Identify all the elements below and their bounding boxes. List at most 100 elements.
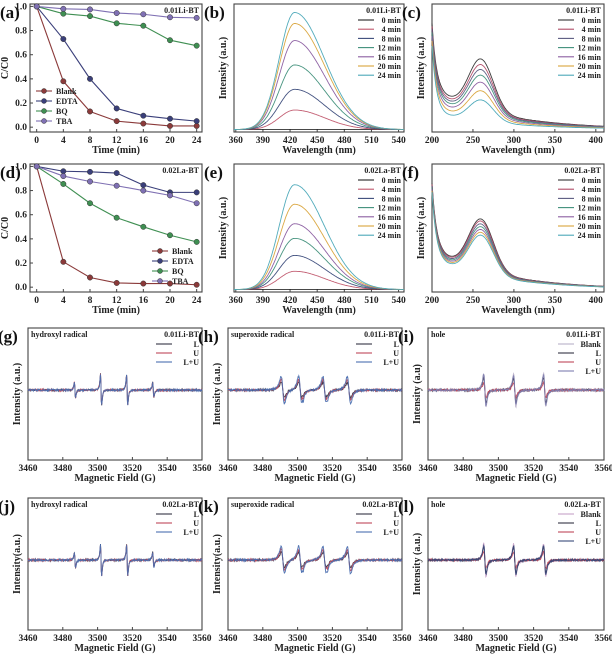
x-tick-label: 3540 <box>358 464 377 474</box>
data-point <box>193 118 200 125</box>
x-tick-label: 3500 <box>88 634 107 644</box>
legend-label: U <box>393 519 399 528</box>
series-line-24-min <box>234 184 404 290</box>
data-point <box>87 168 93 175</box>
data-point <box>113 170 120 177</box>
sample-label: 0.02La-BT <box>162 166 199 175</box>
data-point <box>140 11 147 18</box>
x-tick-label: 540 <box>391 296 406 306</box>
legend-label: L <box>596 349 601 358</box>
y-tick-label: 0.6 <box>15 211 27 221</box>
data-point <box>193 200 200 207</box>
panel-label: (i) <box>398 327 414 346</box>
legend-label: 20 min <box>378 62 402 71</box>
x-tick-label: 3460 <box>219 464 238 474</box>
species-label: hydroxyl radical <box>31 330 88 339</box>
data-point <box>140 120 147 127</box>
data-point <box>87 200 93 207</box>
legend-swatch-marker <box>41 118 47 124</box>
x-tick-label: 3500 <box>88 464 107 474</box>
x-tick-label: 480 <box>337 136 352 146</box>
x-tick-label: 3560 <box>193 464 212 474</box>
y-tick-label: 0.8 <box>15 187 27 197</box>
x-tick-label: 420 <box>283 296 298 306</box>
x-tick-label: 3520 <box>123 464 142 474</box>
legend-swatch-marker <box>157 258 163 264</box>
x-tick-label: 250 <box>466 296 481 306</box>
plot-frame <box>427 327 605 461</box>
panel-k: (k) 3460 3480 3500 3520 3540 3560 Magnetic Fiel… <box>198 497 412 654</box>
x-tick-label: 3460 <box>19 464 38 474</box>
y-tick-label: 0.0 <box>15 123 27 133</box>
data-point <box>167 37 173 44</box>
x-tick-label: 390 <box>256 296 271 306</box>
data-point <box>113 20 120 27</box>
legend-label: 8 min <box>382 34 402 43</box>
data-point <box>140 182 147 189</box>
data-point <box>33 3 40 10</box>
data-point <box>87 13 93 20</box>
data-point <box>87 274 93 281</box>
legend-swatch-marker <box>157 248 163 254</box>
series-line-20-min <box>234 203 405 290</box>
plot-frame <box>431 163 605 293</box>
legend-label: 24 min <box>578 71 602 80</box>
y-tick-label: 0.8 <box>15 27 27 37</box>
x-tick-label: 3480 <box>253 634 272 644</box>
sample-label: 0.01Li-BT <box>566 330 602 339</box>
x-tick-label: 3480 <box>53 634 72 644</box>
x-tick-label: 0 <box>34 136 39 146</box>
data-point <box>33 163 40 170</box>
x-tick-label: 3520 <box>123 634 142 644</box>
x-tick-label: 3460 <box>219 634 238 644</box>
series-line-24-min <box>431 192 604 288</box>
legend-label: 24 min <box>578 231 602 240</box>
sample-label: 0.02La-BT <box>362 500 399 509</box>
x-tick-label: 3560 <box>193 634 212 644</box>
x-axis-title: Wavelength (nm) <box>282 145 356 156</box>
series-line-20-min <box>431 40 604 129</box>
legend-label: L+U <box>183 358 199 367</box>
x-axis-title: Magnetic Field (G) <box>475 473 556 484</box>
x-tick-label: 3480 <box>53 464 72 474</box>
series-line-l-u <box>27 544 203 577</box>
x-tick-label: 8 <box>88 136 93 146</box>
x-tick-label: 4 <box>61 296 66 306</box>
panel-e: (e) 360 390 420 450 480 510 540 Wavelength (nm) I… <box>204 163 406 316</box>
y-axis-title: Intensity (a.u.) <box>416 197 427 260</box>
legend-label: 4 min <box>582 185 602 194</box>
series-line-4-min <box>234 109 404 131</box>
x-tick-label: 360 <box>229 296 244 306</box>
x-tick-label: 360 <box>229 136 244 146</box>
series-line-8-min <box>234 88 404 130</box>
species-label: superoxide radical <box>231 330 295 339</box>
y-axis-title: Intensity(a.u.) <box>212 534 223 594</box>
legend-label: 8 min <box>382 194 402 203</box>
sample-label: 0.01Li-BT <box>164 330 200 339</box>
y-axis-title: C/C0 <box>0 217 11 239</box>
y-tick-label: 0.2 <box>15 99 27 109</box>
panel-g: (g) 3460 3480 3500 3520 3540 3560 Magnetic Fiel… <box>0 327 212 484</box>
data-point <box>167 192 173 199</box>
x-tick-label: 3540 <box>158 634 177 644</box>
x-tick-label: 3460 <box>19 634 38 644</box>
x-tick-label: 16 <box>139 136 149 146</box>
legend-label: 12 min <box>578 44 602 53</box>
legend-label: EDTA <box>172 257 194 266</box>
x-tick-label: 3500 <box>288 634 307 644</box>
x-tick-label: 8 <box>88 296 93 306</box>
x-tick-label: 3560 <box>393 634 412 644</box>
x-axis-title: Magnetic Field (G) <box>74 473 155 484</box>
x-tick-label: 510 <box>364 296 379 306</box>
x-tick-label: 3500 <box>288 464 307 474</box>
panel-label: (h) <box>198 327 219 346</box>
legend-label: BQ <box>172 267 184 276</box>
x-tick-label: 450 <box>310 296 325 306</box>
x-tick-label: 12 <box>112 296 122 306</box>
legend-label: L <box>194 340 199 349</box>
x-tick-label: 450 <box>310 136 325 146</box>
x-axis-title: Wavelength (nm) <box>282 305 356 316</box>
data-point <box>167 115 173 122</box>
legend-label: 0 min <box>582 176 602 185</box>
legend-label: 20 min <box>378 222 402 231</box>
